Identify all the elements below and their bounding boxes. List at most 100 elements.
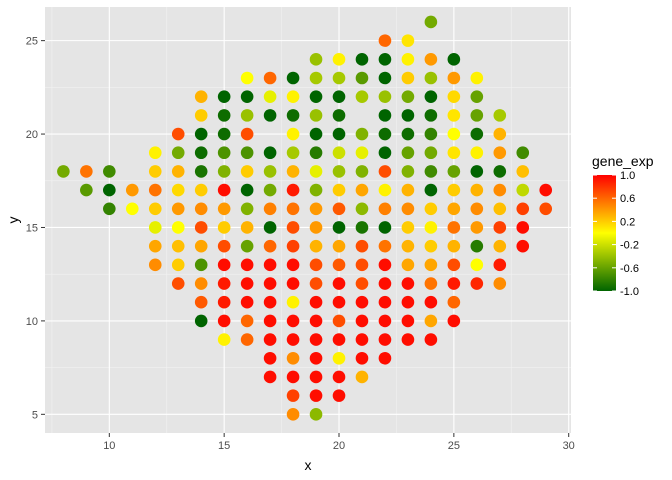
data-point bbox=[424, 333, 438, 346]
x-tick-label: 25 bbox=[448, 440, 460, 452]
data-point bbox=[263, 314, 277, 328]
data-point bbox=[493, 183, 507, 197]
data-point bbox=[240, 109, 254, 122]
data-point bbox=[378, 333, 392, 346]
data-point bbox=[286, 370, 300, 384]
data-point bbox=[194, 239, 208, 253]
data-point bbox=[194, 90, 208, 103]
data-point bbox=[470, 221, 484, 234]
data-point bbox=[355, 351, 369, 365]
data-point bbox=[447, 165, 461, 178]
data-point bbox=[286, 277, 300, 290]
data-point bbox=[309, 408, 323, 421]
y-tick-label: 20 bbox=[26, 129, 38, 141]
data-point bbox=[424, 221, 438, 234]
data-point bbox=[401, 183, 415, 197]
data-point bbox=[447, 90, 461, 103]
data-point bbox=[125, 183, 139, 197]
data-point bbox=[148, 146, 162, 160]
data-point bbox=[516, 239, 530, 253]
data-point bbox=[401, 109, 415, 122]
data-point bbox=[286, 146, 300, 160]
data-point bbox=[263, 165, 277, 178]
data-point bbox=[309, 277, 323, 290]
data-point bbox=[355, 239, 369, 253]
data-point bbox=[424, 295, 438, 309]
data-point bbox=[217, 202, 231, 216]
data-point bbox=[378, 239, 392, 253]
data-point bbox=[378, 277, 392, 290]
data-point bbox=[401, 53, 415, 66]
data-point bbox=[516, 221, 530, 234]
data-point bbox=[355, 165, 369, 178]
data-point bbox=[470, 127, 484, 141]
data-point bbox=[401, 221, 415, 234]
data-point bbox=[309, 351, 323, 365]
data-point bbox=[424, 53, 438, 66]
data-point bbox=[286, 258, 300, 272]
data-point bbox=[263, 370, 277, 384]
legend-tick-label: -0.2 bbox=[620, 240, 639, 252]
data-point bbox=[217, 146, 231, 160]
data-point bbox=[194, 258, 208, 272]
legend-ticks: 1.0 0.6 0.2 -0.2 -0.6 -1.0 bbox=[593, 170, 639, 298]
data-point bbox=[332, 71, 346, 85]
data-point bbox=[516, 202, 530, 216]
data-point bbox=[194, 314, 208, 328]
data-point bbox=[194, 146, 208, 160]
minor-gridlines bbox=[45, 7, 571, 433]
data-point bbox=[194, 183, 208, 197]
data-point bbox=[424, 202, 438, 216]
data-point bbox=[355, 202, 369, 216]
data-point bbox=[447, 258, 461, 272]
data-point bbox=[378, 53, 392, 66]
data-point bbox=[286, 351, 300, 365]
data-point bbox=[493, 239, 507, 253]
data-point bbox=[493, 165, 507, 178]
data-point bbox=[217, 258, 231, 272]
data-point bbox=[401, 34, 415, 47]
data-point bbox=[424, 15, 438, 29]
data-point bbox=[309, 127, 323, 141]
data-point bbox=[286, 109, 300, 122]
data-point bbox=[240, 258, 254, 272]
data-point bbox=[378, 109, 392, 122]
data-point bbox=[286, 165, 300, 178]
data-point bbox=[424, 71, 438, 85]
data-point bbox=[447, 146, 461, 160]
data-point bbox=[240, 127, 254, 141]
data-point bbox=[493, 258, 507, 272]
data-point bbox=[309, 202, 323, 216]
data-point bbox=[470, 277, 484, 290]
data-point bbox=[493, 202, 507, 216]
data-point bbox=[378, 202, 392, 216]
data-point bbox=[263, 239, 277, 253]
data-point bbox=[309, 258, 323, 272]
data-point bbox=[355, 90, 369, 103]
data-point bbox=[240, 183, 254, 197]
data-point bbox=[447, 127, 461, 141]
data-point bbox=[217, 314, 231, 328]
data-point bbox=[378, 90, 392, 103]
data-point bbox=[332, 165, 346, 178]
data-point bbox=[447, 71, 461, 85]
data-point bbox=[194, 277, 208, 290]
data-point bbox=[217, 127, 231, 141]
data-point bbox=[493, 146, 507, 160]
data-point bbox=[539, 202, 553, 216]
data-point bbox=[103, 183, 116, 197]
data-point bbox=[263, 333, 277, 346]
data-point bbox=[493, 109, 507, 122]
data-point bbox=[171, 127, 185, 141]
plot-panel bbox=[45, 7, 571, 433]
data-point bbox=[240, 202, 254, 216]
data-point bbox=[309, 71, 323, 85]
data-point bbox=[263, 146, 277, 160]
data-point bbox=[401, 146, 415, 160]
data-point bbox=[332, 277, 346, 290]
data-point bbox=[217, 165, 231, 178]
data-point bbox=[447, 109, 461, 122]
x-tick-label: 10 bbox=[103, 440, 115, 452]
legend-tick-label: -0.6 bbox=[620, 263, 639, 275]
